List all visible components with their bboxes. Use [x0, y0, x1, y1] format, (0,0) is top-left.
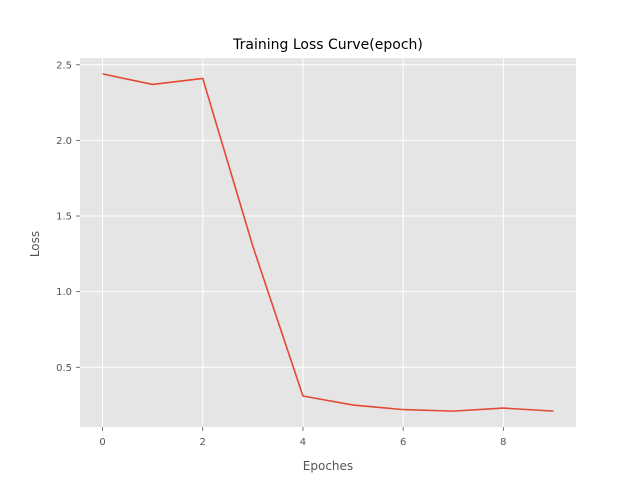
- series-line: [102, 73, 554, 412]
- x-axis-label: Epoches: [303, 459, 353, 473]
- x-tick-label: 2: [200, 437, 206, 448]
- y-tick-label: 1.5: [56, 212, 72, 223]
- x-tick-label: 0: [99, 437, 105, 448]
- x-tick-label: 4: [300, 437, 306, 448]
- y-tick-label: 0.5: [56, 363, 72, 374]
- y-gridlines: [80, 64, 576, 368]
- x-ticks: 0 2 4 6 8: [99, 427, 507, 448]
- y-axis-label: Loss: [28, 231, 42, 257]
- y-tick-label: 1.0: [56, 287, 72, 298]
- chart-title: Training Loss Curve(epoch): [232, 37, 423, 53]
- x-tick-label: 8: [500, 437, 506, 448]
- x-gridlines: [102, 58, 504, 427]
- y-tick-label: 2.0: [56, 136, 72, 147]
- plot-background: [80, 58, 576, 427]
- x-tick-label: 6: [400, 437, 406, 448]
- y-ticks: 0.5 1.0 1.5 2.0 2.5: [56, 60, 80, 374]
- series-layer: [102, 73, 554, 412]
- y-tick-label: 2.5: [56, 60, 72, 71]
